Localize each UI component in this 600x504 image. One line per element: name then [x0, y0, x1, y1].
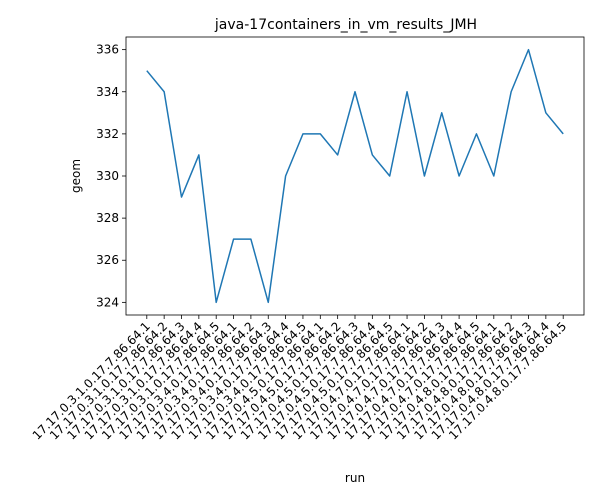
y-tick-label: 332 [96, 127, 119, 141]
y-tick-label: 334 [96, 85, 119, 99]
y-tick-label: 330 [96, 169, 119, 183]
y-tick-label: 324 [96, 295, 119, 309]
y-tick-label: 336 [96, 43, 119, 57]
y-axis-label: geom [69, 159, 83, 193]
x-axis: 17.17.0.3.1.0.17.7.86.64.117.17.0.3.1.0.… [30, 315, 569, 442]
chart-title: java-17containers_in_vm_results_JMH [214, 17, 477, 33]
y-axis: 324 326 328 330 332 334 336 [96, 43, 126, 309]
plot-frame [125, 36, 585, 316]
y-tick-label: 326 [96, 253, 119, 267]
y-tick-label: 328 [96, 211, 119, 225]
x-axis-label: run [345, 471, 365, 485]
series-line [146, 48, 564, 304]
